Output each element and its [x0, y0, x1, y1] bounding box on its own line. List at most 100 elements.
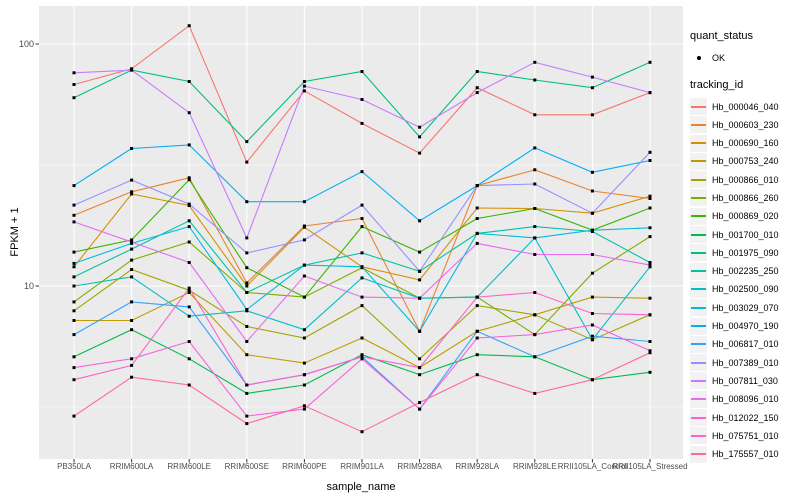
- legend-line-swatch: [691, 178, 706, 181]
- data-point: [648, 194, 652, 198]
- data-point: [130, 319, 134, 322]
- data-point: [648, 197, 652, 200]
- legend-key-line-icon: [690, 317, 707, 335]
- legend-item-label: Hb_000866_260: [712, 192, 779, 203]
- x-tick-label: RRIM600LA: [109, 462, 154, 471]
- data-point: [360, 304, 364, 308]
- data-point: [130, 300, 134, 304]
- legend-line-swatch: [691, 123, 706, 126]
- data-point: [187, 178, 191, 182]
- data-point: [475, 86, 479, 90]
- data-point: [72, 250, 76, 254]
- legend-line-swatch: [691, 196, 706, 199]
- data-point: [533, 333, 537, 337]
- legend-line-swatch: [691, 270, 706, 273]
- data-point: [302, 336, 306, 340]
- data-point: [533, 60, 537, 64]
- data-point: [302, 225, 306, 229]
- legend-item-label: Hb_175557_010: [712, 449, 779, 460]
- panel-background: [39, 6, 683, 459]
- legend-item-Hb_000753_240: Hb_000753_240: [690, 152, 800, 170]
- data-point: [533, 146, 537, 150]
- legend-item-label: Hb_000753_240: [712, 156, 779, 167]
- legend-item-label: Hb_007389_010: [712, 357, 779, 368]
- legend-line-swatch: [691, 379, 706, 382]
- data-point: [360, 357, 364, 361]
- legend-item-Hb_012022_150: Hb_012022_150: [690, 409, 800, 427]
- data-point: [302, 404, 306, 408]
- data-point: [302, 328, 306, 332]
- data-point: [418, 269, 422, 273]
- data-point: [533, 253, 537, 256]
- data-point: [245, 284, 249, 288]
- legend-key-line-icon: [690, 372, 707, 390]
- data-point: [72, 203, 76, 207]
- x-tick-label: RRIM928LA: [455, 462, 499, 471]
- data-point: [187, 314, 191, 318]
- legend-key-line-icon: [690, 226, 707, 244]
- legend-item-label: Hb_001700_010: [712, 229, 779, 240]
- data-point: [648, 91, 652, 95]
- legend-item-Hb_000866_010: Hb_000866_010: [690, 171, 800, 189]
- data-point: [302, 80, 306, 83]
- legend-item-label: Hb_000866_010: [712, 174, 779, 185]
- point-marker-icon: [696, 55, 701, 60]
- data-point: [360, 217, 364, 220]
- legend-item-label: Hb_012022_150: [712, 412, 779, 423]
- legend-key-line-icon: [690, 116, 707, 134]
- data-point: [418, 401, 422, 404]
- data-point: [130, 357, 134, 361]
- legend-key-line-icon: [690, 445, 707, 463]
- data-point: [187, 240, 191, 244]
- data-point: [130, 68, 134, 72]
- data-point: [360, 353, 364, 357]
- data-point: [418, 151, 422, 155]
- data-point: [475, 91, 479, 95]
- data-point: [475, 231, 479, 235]
- legend-item-label: Hb_002500_090: [712, 284, 779, 295]
- data-point: [648, 206, 652, 210]
- data-point: [590, 253, 594, 256]
- data-point: [648, 296, 652, 300]
- data-point: [533, 113, 537, 117]
- data-point: [187, 202, 191, 206]
- legend: quant_status OK tracking_id Hb_000046_04…: [690, 30, 800, 464]
- data-point: [418, 278, 422, 282]
- legend-item-Hb_003029_070: Hb_003029_070: [690, 299, 800, 317]
- data-point: [130, 192, 134, 196]
- data-point: [130, 328, 134, 332]
- legend-item-Hb_175557_010: Hb_175557_010: [690, 445, 800, 463]
- data-point: [648, 150, 652, 154]
- data-point: [187, 176, 191, 180]
- legend-item-Hb_002500_090: Hb_002500_090: [690, 280, 800, 298]
- data-point: [475, 336, 479, 340]
- data-point: [187, 219, 191, 223]
- data-point: [245, 391, 249, 395]
- data-point: [245, 200, 249, 204]
- data-point: [245, 340, 249, 343]
- data-point: [533, 355, 537, 359]
- data-point: [360, 203, 364, 207]
- legend-item-Hb_001975_090: Hb_001975_090: [690, 244, 800, 262]
- legend-key-line-icon: [690, 335, 707, 353]
- legend-key-line-icon: [690, 299, 707, 317]
- data-point: [187, 305, 191, 309]
- data-point: [360, 355, 364, 359]
- legend-key-line-icon: [690, 134, 707, 152]
- data-point: [475, 70, 479, 73]
- data-point: [187, 357, 191, 361]
- legend-line-swatch: [691, 361, 706, 364]
- data-point: [72, 220, 76, 224]
- data-point: [130, 375, 134, 379]
- legend-key-line-icon: [690, 427, 707, 445]
- legend-item-Hb_007389_010: Hb_007389_010: [690, 354, 800, 372]
- data-point: [187, 286, 191, 290]
- data-point: [533, 313, 537, 317]
- data-point: [648, 370, 652, 374]
- data-point: [72, 284, 76, 288]
- data-point: [648, 261, 652, 264]
- data-point: [590, 75, 594, 79]
- y-axis-title: FPKM + 1: [9, 207, 21, 257]
- legend-line-swatch: [691, 142, 706, 145]
